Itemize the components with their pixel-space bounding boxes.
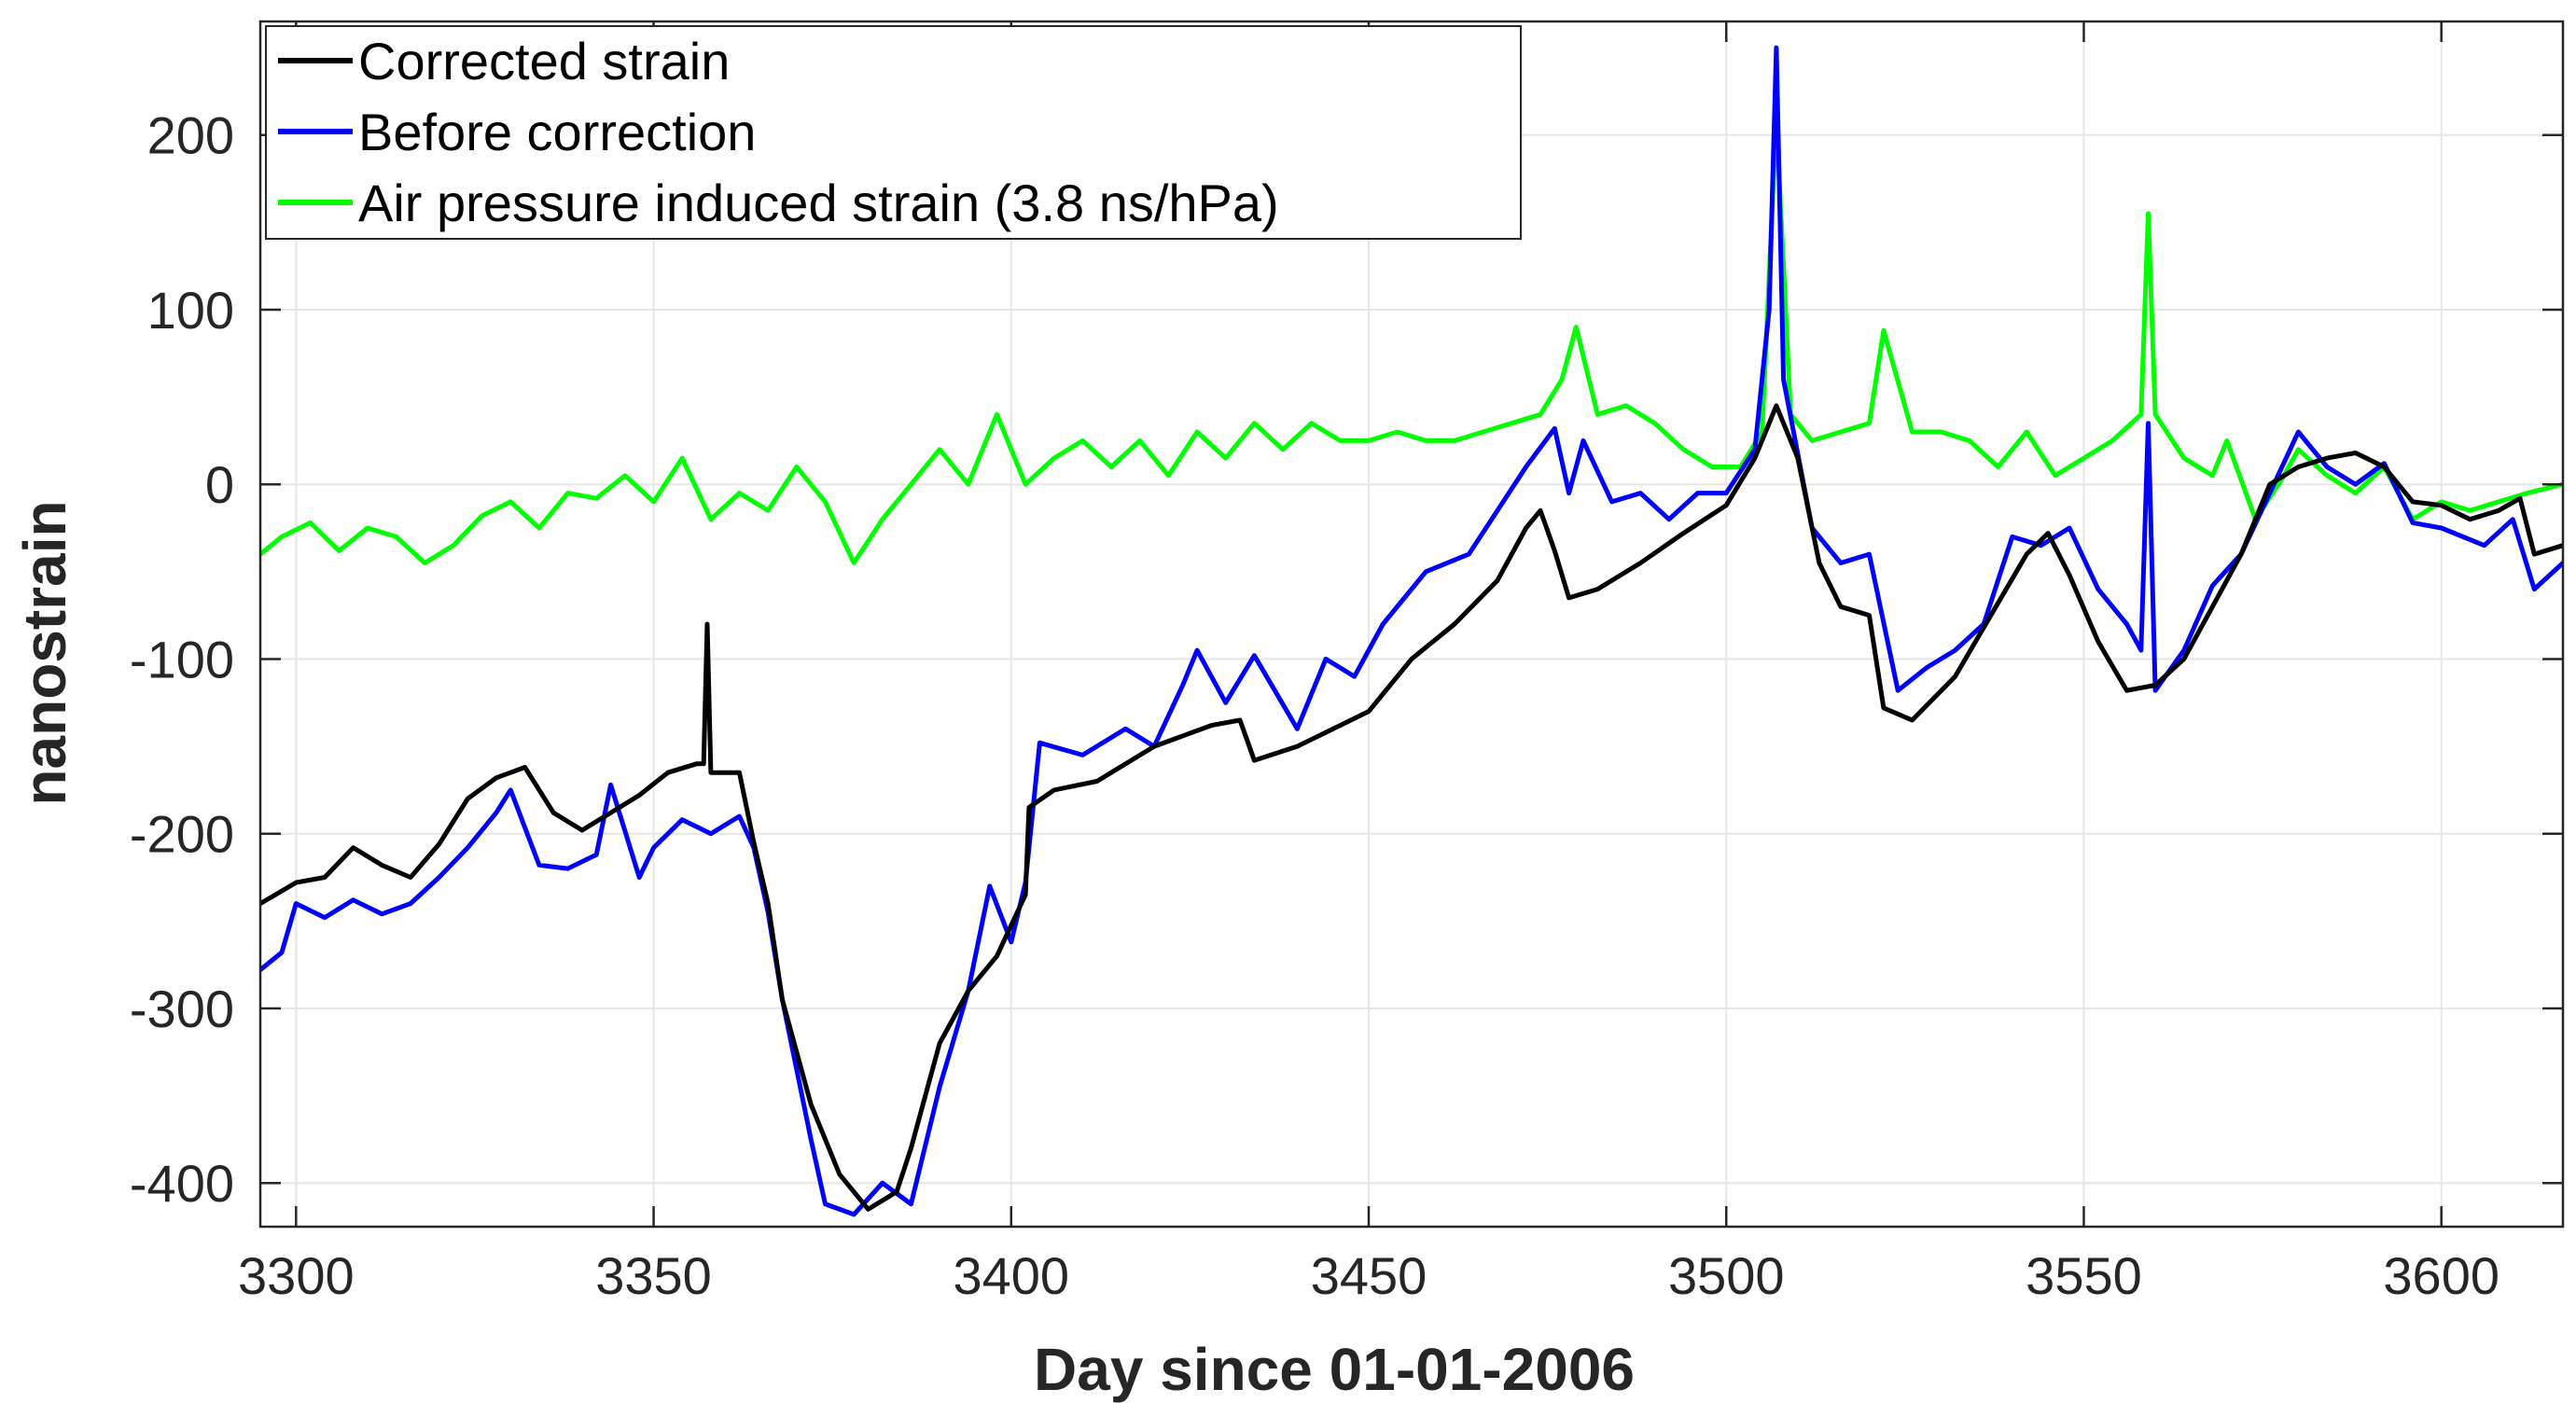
x-tick-label: 3400	[953, 1246, 1069, 1305]
x-tick-label: 3300	[238, 1246, 355, 1305]
series-line-corrected-strain	[260, 403, 2563, 1212]
y-tick-label: 0	[205, 455, 234, 514]
series-group	[260, 45, 2563, 1217]
x-tick-label: 3350	[595, 1246, 712, 1305]
series-line-before-correction	[260, 45, 2563, 1217]
y-tick-label: -100	[130, 630, 234, 688]
x-tick-label: 3550	[2026, 1246, 2142, 1305]
plot-frame	[258, 20, 2565, 1229]
legend-box	[265, 25, 1522, 240]
legend-label-corrected-strain: Corrected strain	[358, 32, 730, 90]
y-tick-label: -200	[130, 805, 234, 864]
x-tick-label: 3600	[2383, 1246, 2499, 1305]
legend-label-air-pressure-strain: Air pressure induced strain (3.8 ns/hPa)	[358, 174, 1279, 232]
axis-ticks: 3300 3350 3400 3450 3500 3550 3600 200 100 0 -100 -…	[130, 21, 2563, 1305]
legend-label-before-correction: Before correction	[358, 103, 756, 161]
y-tick-label: -300	[130, 979, 234, 1038]
y-tick-label: -400	[130, 1154, 234, 1213]
legend: Corrected strain Before correction Air p…	[265, 25, 1522, 240]
x-tick-label: 3450	[1311, 1246, 1427, 1305]
y-tick-label: 100	[147, 281, 234, 340]
y-axis-title: nanostrain	[11, 500, 78, 805]
x-tick-label: 3500	[1668, 1246, 1785, 1305]
y-tick-label: 200	[147, 106, 234, 165]
x-axis-title: Day since 01-01-2006	[1034, 1336, 1635, 1403]
series-line-air-pressure-strain	[260, 115, 2563, 565]
